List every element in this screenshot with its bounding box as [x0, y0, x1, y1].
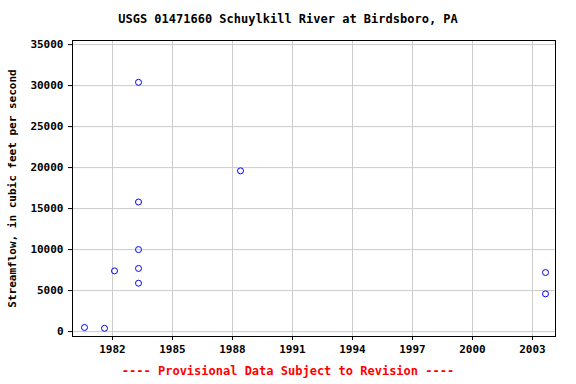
svg-text:2000: 2000: [459, 343, 486, 356]
svg-text:Streamflow, in cubic feet per: Streamflow, in cubic feet per second: [6, 69, 19, 307]
svg-text:2003: 2003: [519, 343, 546, 356]
svg-text:1997: 1997: [399, 343, 426, 356]
svg-text:0: 0: [57, 325, 64, 338]
svg-text:1985: 1985: [159, 343, 186, 356]
svg-text:1988: 1988: [219, 343, 246, 356]
html-text:USGS 01471660 Schuylkill River: USGS 01471660 Schuylkill River at Birdsb…: [118, 12, 458, 26]
svg-text:10000: 10000: [30, 243, 63, 256]
svg-text:1982: 1982: [99, 343, 126, 356]
svg-text:20000: 20000: [30, 161, 63, 174]
svg-text:1991: 1991: [279, 343, 306, 356]
html-text:---- Provisional Data Subject: ---- Provisional Data Subject to Revisio…: [121, 364, 455, 378]
svg-text:30000: 30000: [30, 79, 63, 92]
svg-text:1994: 1994: [339, 343, 366, 356]
svg-text:25000: 25000: [30, 120, 63, 133]
svg-text:15000: 15000: [30, 202, 63, 215]
svg-text:5000: 5000: [37, 284, 64, 297]
svg-text:35000: 35000: [30, 38, 63, 51]
